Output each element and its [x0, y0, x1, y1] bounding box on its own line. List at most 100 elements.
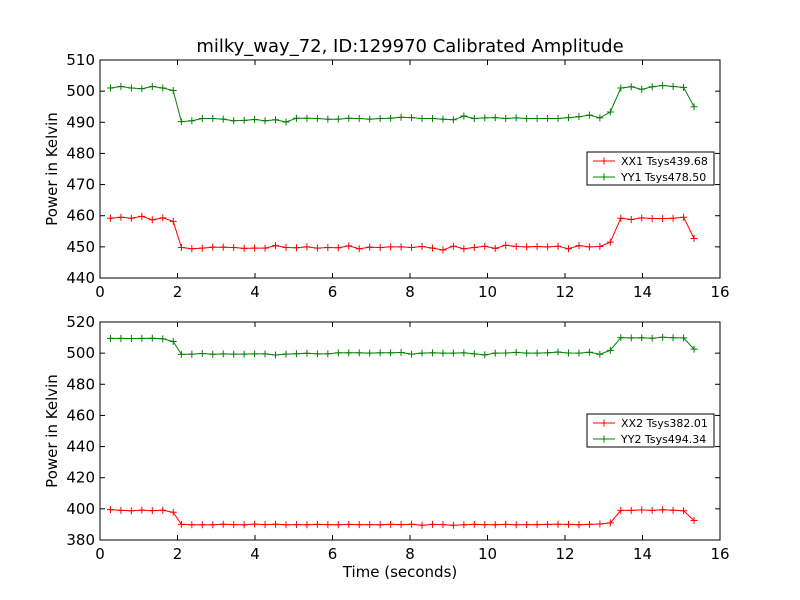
- data-point: [313, 244, 321, 252]
- data-point: [408, 350, 416, 358]
- data-point: [397, 243, 405, 251]
- data-point: [523, 349, 531, 357]
- data-point: [313, 115, 321, 123]
- data-point: [428, 115, 436, 123]
- data-point: [366, 115, 374, 123]
- data-point: [690, 517, 698, 525]
- data-point: [659, 333, 667, 341]
- data-point: [554, 348, 562, 356]
- data-point: [177, 350, 185, 358]
- data-point: [564, 114, 572, 122]
- y-axis-label: Power in Kelvin: [43, 112, 61, 226]
- data-point: [261, 350, 269, 358]
- data-point: [219, 520, 227, 528]
- data-point: [282, 243, 290, 251]
- data-point: [376, 115, 384, 123]
- data-point: [418, 349, 426, 357]
- data-point: [554, 520, 562, 528]
- data-point: [345, 520, 353, 528]
- data-point: [240, 116, 248, 124]
- y-tick-label: 480: [66, 375, 95, 393]
- data-point: [209, 243, 217, 251]
- data-point: [345, 114, 353, 122]
- data-point: [355, 245, 363, 253]
- data-point: [523, 115, 531, 123]
- data-point: [303, 349, 311, 357]
- y-tick-label: 460: [66, 207, 95, 225]
- data-point: [138, 85, 146, 93]
- data-point: [230, 350, 238, 358]
- data-point: [439, 115, 447, 123]
- data-point: [209, 350, 217, 358]
- data-point: [470, 520, 478, 528]
- data-point: [418, 243, 426, 251]
- data-point: [408, 114, 416, 122]
- data-point: [470, 115, 478, 123]
- data-point: [292, 350, 300, 358]
- data-point: [617, 334, 625, 342]
- data-point: [418, 115, 426, 123]
- data-point: [177, 243, 185, 251]
- data-point: [188, 117, 196, 125]
- legend-marker: [600, 157, 608, 165]
- data-point: [554, 242, 562, 250]
- x-tick-label: 16: [710, 283, 729, 301]
- data-point: [272, 351, 280, 359]
- data-point: [659, 506, 667, 514]
- data-point: [481, 242, 489, 250]
- data-point: [533, 115, 541, 123]
- data-point: [491, 521, 499, 529]
- data-point: [117, 213, 125, 221]
- data-point: [219, 350, 227, 358]
- data-point: [261, 117, 269, 125]
- data-point: [585, 520, 593, 528]
- x-tick-label: 16: [710, 545, 729, 563]
- data-point: [512, 243, 520, 251]
- data-point: [617, 506, 625, 514]
- data-point: [502, 349, 510, 357]
- data-point: [408, 243, 416, 251]
- data-point: [449, 349, 457, 357]
- data-point: [512, 521, 520, 529]
- data-point: [138, 334, 146, 342]
- data-point: [617, 214, 625, 222]
- y-tick-label: 450: [66, 238, 95, 256]
- data-point: [251, 115, 259, 123]
- data-point: [544, 115, 552, 123]
- data-point: [596, 243, 604, 251]
- data-point: [460, 349, 468, 357]
- data-point: [627, 83, 635, 91]
- data-point: [127, 335, 135, 343]
- x-tick-label: 8: [405, 283, 415, 301]
- data-point: [366, 521, 374, 529]
- data-point: [638, 334, 646, 342]
- data-point: [554, 115, 562, 123]
- data-point: [659, 215, 667, 223]
- data-point: [355, 521, 363, 529]
- x-axis-label: Time (seconds): [342, 563, 458, 581]
- data-point: [428, 349, 436, 357]
- legend-entry: XX2 Tsys382.01: [593, 417, 708, 430]
- data-point: [188, 245, 196, 253]
- data-point: [460, 521, 468, 529]
- data-point: [564, 349, 572, 357]
- data-point: [355, 115, 363, 123]
- data-point: [648, 83, 656, 91]
- panel-2: 0 2 4 6 8 10 12 14 16 380 400 420 440 460 480 500 520 Pow…: [43, 313, 730, 581]
- data-point: [106, 506, 114, 514]
- y-tick-label: 380: [66, 531, 95, 549]
- x-tick-label: 10: [478, 283, 497, 301]
- data-point: [512, 114, 520, 122]
- legend-marker: [600, 435, 608, 443]
- data-point: [439, 349, 447, 357]
- series-xx1: [106, 212, 698, 254]
- data-point: [544, 243, 552, 251]
- data-point: [251, 244, 259, 252]
- data-point: [606, 108, 614, 116]
- legend-entry: YY2 Tsys494.34: [593, 433, 706, 446]
- data-point: [159, 214, 167, 222]
- data-point: [282, 350, 290, 358]
- data-point: [585, 243, 593, 251]
- data-point: [159, 335, 167, 343]
